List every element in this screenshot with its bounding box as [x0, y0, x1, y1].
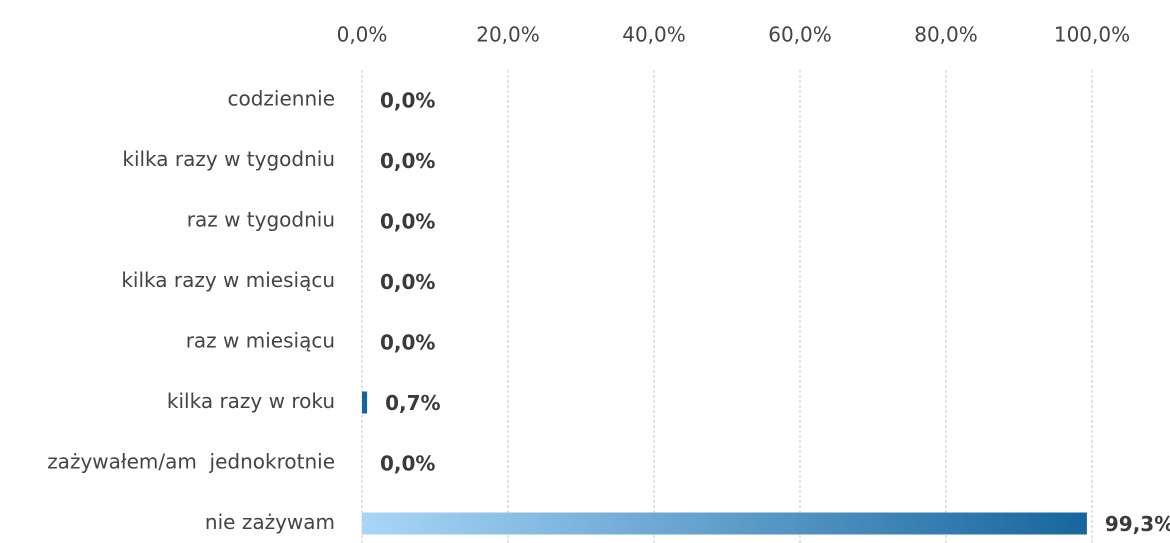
value-label: 99,3% — [1105, 512, 1170, 536]
value-label: 0,0% — [380, 89, 435, 113]
category-label: kilka razy w roku — [167, 389, 335, 413]
category-label: nie zażywam — [205, 510, 335, 534]
value-label: 0,0% — [380, 452, 435, 476]
bar — [362, 512, 1087, 535]
value-label: 0,0% — [380, 149, 435, 173]
category-label: raz w miesiącu — [186, 329, 335, 353]
value-label: 0,7% — [385, 391, 440, 415]
value-label: 0,0% — [380, 210, 435, 234]
x-tick-label: 40,0% — [622, 23, 686, 47]
value-label: 0,0% — [380, 331, 435, 355]
category-label: raz w tygodniu — [187, 208, 335, 232]
category-label: kilka razy w tygodniu — [122, 147, 335, 171]
bar — [362, 391, 368, 414]
value-label: 0,0% — [380, 270, 435, 294]
category-label: kilka razy w miesiącu — [121, 268, 335, 292]
x-tick-label: 60,0% — [768, 23, 832, 47]
category-label: zażywałem/am jednokrotnie — [47, 450, 335, 474]
category-label: codziennie — [228, 87, 336, 111]
x-tick-label: 80,0% — [914, 23, 978, 47]
x-tick-label: 20,0% — [476, 23, 540, 47]
x-tick-label: 0,0% — [337, 23, 388, 47]
x-tick-label: 100,0% — [1054, 23, 1130, 47]
